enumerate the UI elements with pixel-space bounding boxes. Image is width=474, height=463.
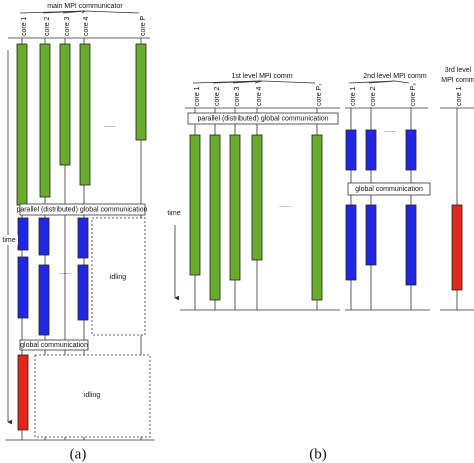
bar bbox=[17, 256, 29, 319]
core-label: core 2 bbox=[370, 86, 377, 106]
bar bbox=[16, 43, 28, 206]
bar bbox=[59, 43, 71, 166]
comm-label: parallel (distributed) global communicat… bbox=[197, 115, 328, 122]
core-label: core P₁ bbox=[316, 83, 323, 106]
line bbox=[261, 80, 316, 84]
bar bbox=[405, 129, 417, 171]
bar bbox=[311, 134, 323, 301]
dots: ...... bbox=[104, 122, 116, 129]
bar bbox=[38, 264, 50, 336]
core-label: core P₂ bbox=[410, 83, 417, 106]
dots: ...... bbox=[59, 269, 71, 276]
core-label: core 3 bbox=[234, 86, 241, 106]
idle-label: idling bbox=[110, 274, 126, 281]
line bbox=[232, 80, 263, 84]
bar bbox=[209, 134, 221, 301]
idle-box bbox=[34, 354, 151, 438]
core-label: core 1 bbox=[21, 16, 28, 36]
bar bbox=[405, 204, 417, 286]
bar bbox=[39, 43, 51, 198]
comm-label: global communication bbox=[355, 186, 423, 193]
bar bbox=[135, 43, 147, 141]
core-label: core 1 bbox=[194, 86, 201, 106]
idle-box bbox=[91, 217, 146, 336]
bar bbox=[251, 134, 263, 261]
core-label: core 1 bbox=[350, 86, 357, 106]
bar bbox=[17, 354, 29, 431]
line bbox=[254, 80, 263, 84]
communicator-label: main MPI communicator bbox=[47, 3, 123, 10]
level-title: 2nd level MPI comm bbox=[363, 73, 427, 80]
level-title: 3rd level bbox=[445, 67, 472, 74]
bar bbox=[451, 204, 463, 291]
bar bbox=[189, 134, 201, 276]
time-label: time bbox=[167, 210, 180, 217]
level-title: 1st level MPI comm bbox=[231, 73, 292, 80]
line bbox=[394, 80, 410, 84]
bar bbox=[229, 134, 241, 281]
bar bbox=[365, 204, 377, 266]
comm-box bbox=[347, 182, 431, 196]
time-bg bbox=[0, 235, 18, 245]
caption: (a) bbox=[70, 446, 87, 462]
line bbox=[84, 10, 140, 14]
bar bbox=[345, 204, 357, 281]
bar bbox=[365, 129, 377, 171]
comm-box bbox=[19, 339, 89, 351]
line bbox=[62, 10, 86, 14]
core-label: core 3 bbox=[64, 16, 71, 36]
bar bbox=[345, 129, 357, 171]
bar bbox=[77, 264, 89, 321]
line bbox=[81, 10, 86, 14]
dots: ...... bbox=[384, 127, 396, 134]
idle-label: idling bbox=[84, 392, 100, 399]
dots: ...... bbox=[279, 202, 291, 209]
comm-label: parallel (distributed) global communicat… bbox=[16, 206, 147, 213]
line bbox=[368, 80, 396, 84]
core-label: core 1 bbox=[456, 86, 463, 106]
comm-box bbox=[19, 203, 146, 216]
bar bbox=[17, 217, 29, 251]
core-label: core 4 bbox=[256, 86, 263, 106]
core-label: core 2 bbox=[44, 16, 51, 36]
bar bbox=[77, 217, 89, 259]
bar bbox=[79, 43, 91, 186]
comm-box bbox=[187, 112, 339, 125]
core-label: core 2 bbox=[214, 86, 221, 106]
time-label: time bbox=[2, 237, 15, 244]
caption: (b) bbox=[309, 446, 327, 462]
core-label: core P bbox=[140, 15, 147, 36]
comm-label: global communication bbox=[20, 342, 88, 349]
level-title: MPI comm bbox=[441, 77, 474, 84]
core-label: core 4 bbox=[83, 16, 90, 36]
bar bbox=[38, 217, 50, 256]
